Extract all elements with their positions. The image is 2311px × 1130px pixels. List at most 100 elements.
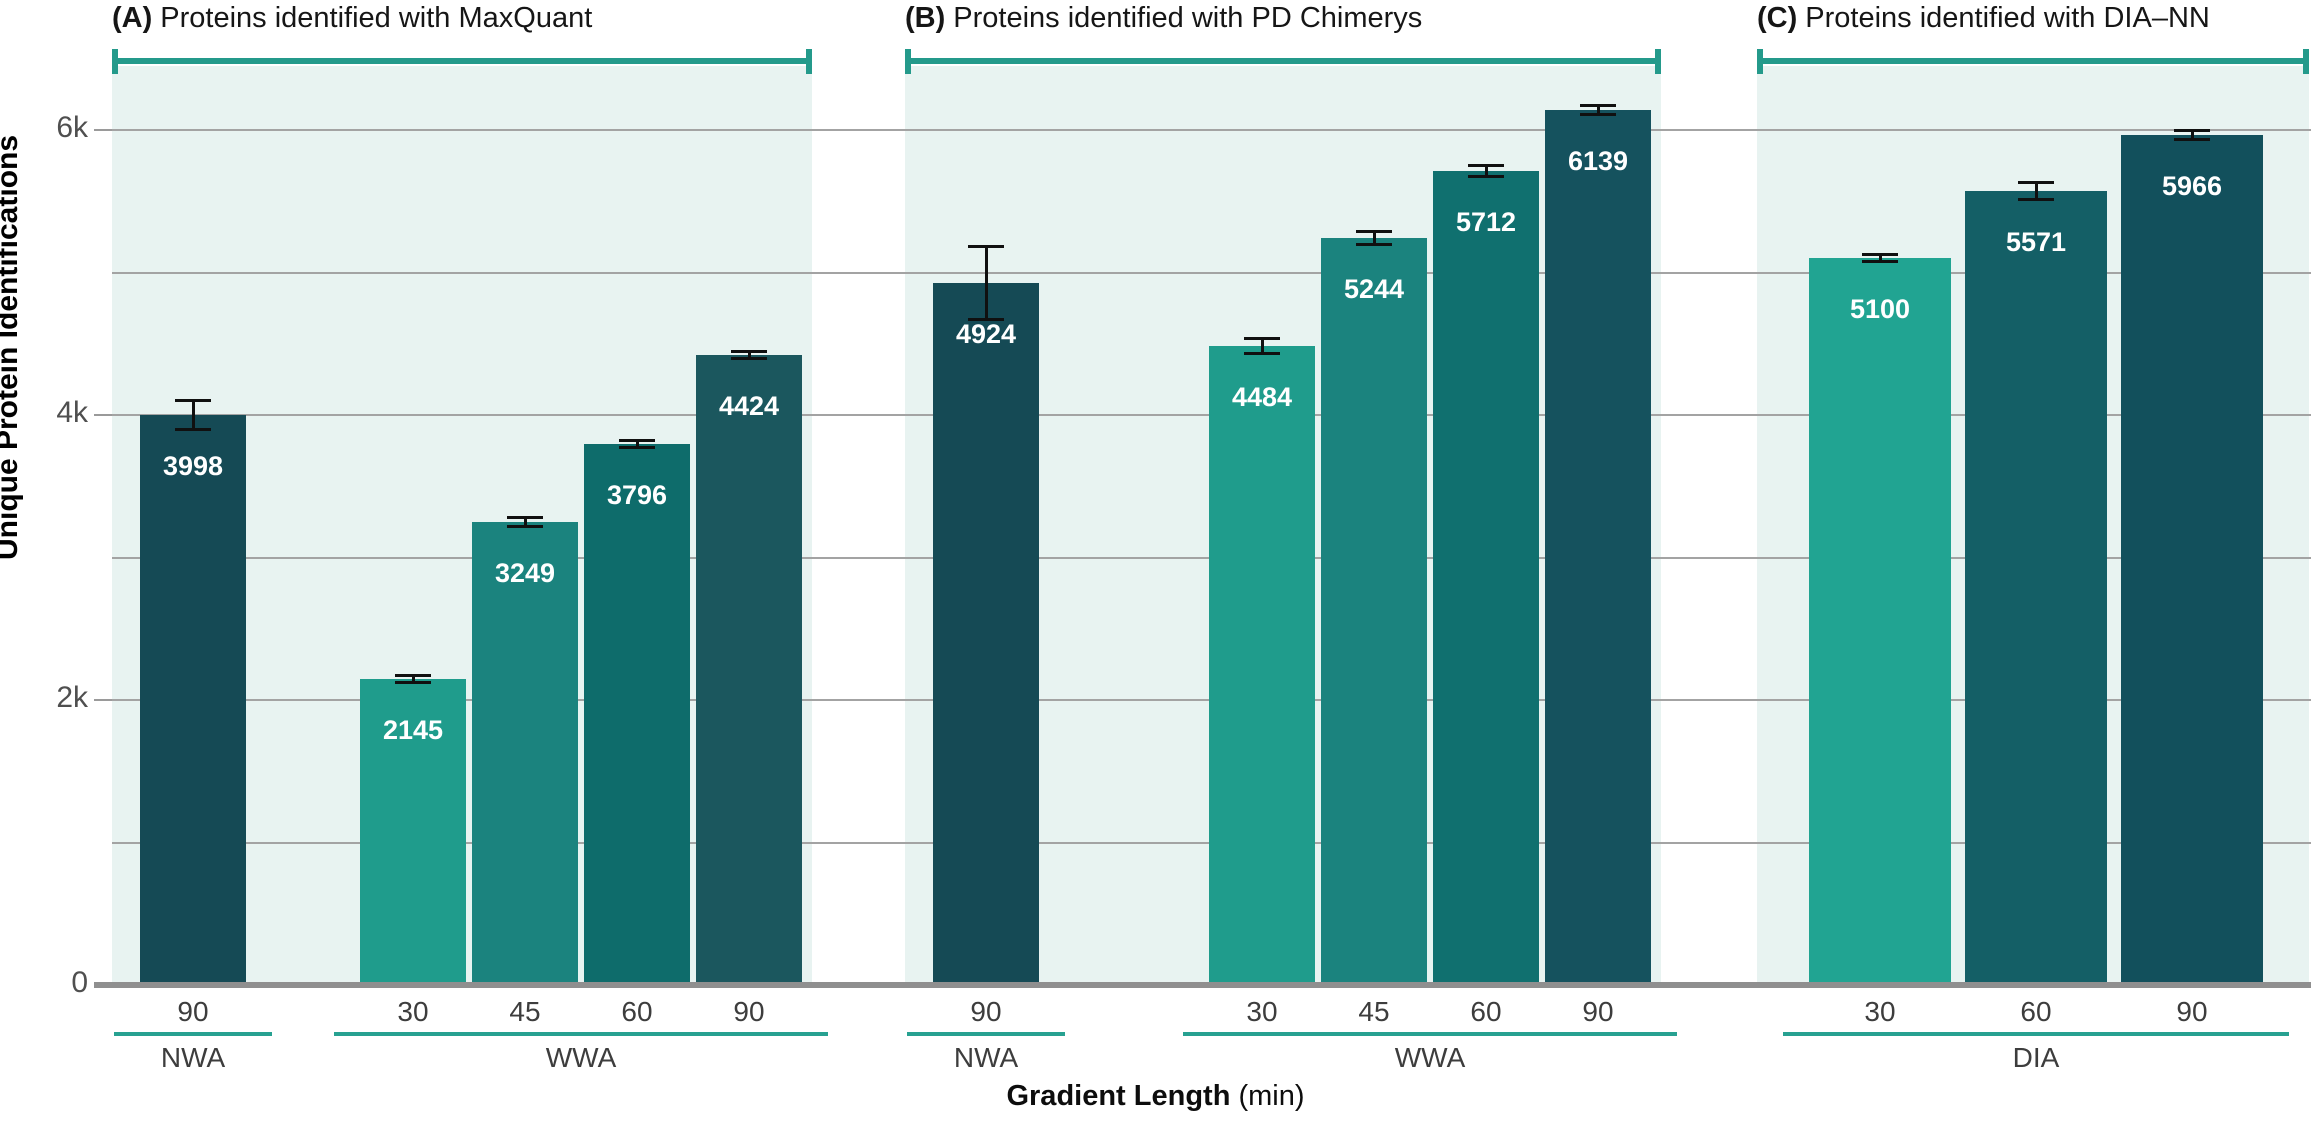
- error-bar-cap-b: [1468, 175, 1504, 178]
- y-tick-label-4k: 4k: [56, 396, 88, 429]
- error-bar-cap-b: [1356, 243, 1392, 246]
- group-label-WWA: WWA: [545, 1042, 617, 1073]
- error-bar: [2174, 129, 2210, 141]
- y-axis-title: Unique Protein Identifications: [0, 134, 24, 560]
- error-bar-cap-b: [619, 446, 655, 449]
- error-bar-cap-t: [175, 399, 211, 402]
- error-bar-cap-t: [731, 350, 767, 353]
- bar-NWA-90: 4924: [933, 283, 1039, 985]
- y-tick-mark-6k: [94, 129, 112, 131]
- x-tick-label-NWA-90: 90: [970, 996, 1002, 1027]
- bar-WWA-30: 4484: [1209, 346, 1315, 985]
- bar-value-label: 5571: [2005, 227, 2067, 257]
- bar-value-label: 5712: [1455, 207, 1517, 237]
- panel-title-A: (A) Proteins identified with MaxQuant: [112, 2, 592, 35]
- panel-bracket: [1757, 58, 2309, 64]
- error-bar: [1468, 164, 1504, 178]
- bar-WWA-60: 3796: [584, 444, 690, 985]
- x-tick-label-WWA-90: 90: [1582, 996, 1614, 1027]
- error-bar-cap-t: [1580, 104, 1616, 107]
- error-bar-cap-t: [395, 674, 431, 677]
- x-tick-label-WWA-60: 60: [1470, 996, 1502, 1027]
- error-bar-stem: [1596, 104, 1600, 116]
- error-bar: [968, 245, 1004, 321]
- error-bar-cap-t: [968, 245, 1004, 248]
- group-label-DIA: DIA: [2012, 1042, 2060, 1073]
- error-bar: [1862, 253, 1898, 263]
- bar-value-label: 2145: [382, 715, 444, 745]
- group-underline-WWA: [334, 1032, 828, 1036]
- bar-WWA-60: 5712: [1433, 171, 1539, 985]
- x-tick-label-DIA-90: 90: [2176, 996, 2208, 1027]
- x-axis-title-main: Gradient Length: [1006, 1080, 1231, 1112]
- error-bar: [2018, 181, 2054, 201]
- error-bar-cap-t: [619, 439, 655, 442]
- x-axis-title: Gradient Length (min): [0, 1080, 2311, 1113]
- panel-bracket-cap-left: [905, 49, 911, 74]
- error-bar-cap-t: [2018, 181, 2054, 184]
- x-tick-label-WWA-60: 60: [621, 996, 653, 1027]
- error-bar-cap-b: [2018, 198, 2054, 201]
- error-bar-stem: [2034, 181, 2038, 201]
- error-bar: [507, 516, 543, 528]
- panel-title-B: (B) Proteins identified with PD Chimerys: [905, 2, 1422, 35]
- error-bar-cap-b: [2174, 138, 2210, 141]
- error-bar: [1356, 230, 1392, 246]
- x-axis-title-unit: (min): [1238, 1080, 1305, 1112]
- bar-DIA-60: 5571: [1965, 191, 2107, 985]
- x-tick-label-WWA-45: 45: [509, 996, 541, 1027]
- group-underline-NWA: [114, 1032, 272, 1036]
- gridline-6000: [112, 129, 2311, 131]
- y-tick-mark-2k: [94, 699, 112, 701]
- error-bar: [1244, 337, 1280, 355]
- error-bar: [1580, 104, 1616, 116]
- group-underline-WWA: [1183, 1032, 1677, 1036]
- error-bar-cap-b: [395, 681, 431, 684]
- error-bar-stem: [191, 399, 195, 431]
- bar-value-label: 5244: [1343, 274, 1405, 304]
- bar-value-label: 5966: [2161, 171, 2223, 201]
- group-label-NWA: NWA: [953, 1042, 1019, 1073]
- panel-bracket: [112, 58, 812, 64]
- error-bar-cap-t: [507, 516, 543, 519]
- error-bar-cap-t: [1356, 230, 1392, 233]
- panel-bracket-cap-left: [112, 49, 118, 74]
- group-label-WWA: WWA: [1394, 1042, 1466, 1073]
- bar-value-label: 3796: [606, 480, 668, 510]
- error-bar-stem: [1260, 337, 1264, 355]
- x-axis-line: [94, 982, 2311, 988]
- bar-value-label: 4424: [718, 391, 780, 421]
- x-tick-label-DIA-30: 30: [1864, 996, 1896, 1027]
- panel-title-prefix: (B): [905, 2, 946, 34]
- bar-DIA-90: 5966: [2121, 135, 2263, 985]
- x-tick-label-WWA-45: 45: [1358, 996, 1390, 1027]
- panel-bracket: [905, 58, 1661, 64]
- error-bar-stem: [411, 674, 415, 684]
- error-bar-cap-b: [175, 428, 211, 431]
- bar-WWA-30: 2145: [360, 679, 466, 985]
- x-tick-label-WWA-30: 30: [1246, 996, 1278, 1027]
- error-bar-cap-t: [1862, 253, 1898, 256]
- bar-value-label: 3249: [494, 558, 556, 588]
- error-bar-stem: [635, 439, 639, 449]
- y-tick-label-6k: 6k: [56, 111, 88, 144]
- bar-value-label: 6139: [1567, 146, 1629, 176]
- panel-title-prefix: (A): [112, 2, 153, 34]
- panel-title-text: Proteins identified with MaxQuant: [160, 2, 593, 34]
- y-tick-label-0: 0: [71, 966, 88, 999]
- y-tick-mark-4k: [94, 414, 112, 416]
- error-bar-cap-t: [1244, 337, 1280, 340]
- error-bar-cap-t: [2174, 129, 2210, 132]
- error-bar-cap-b: [1580, 113, 1616, 116]
- bar-value-label: 3998: [162, 451, 224, 481]
- error-bar-stem: [1484, 164, 1488, 178]
- bar-DIA-30: 5100: [1809, 258, 1951, 985]
- group-underline-NWA: [907, 1032, 1065, 1036]
- error-bar-cap-t: [1468, 164, 1504, 167]
- bar-value-label: 4484: [1231, 382, 1293, 412]
- error-bar-stem: [1372, 230, 1376, 246]
- panel-title-prefix: (C): [1757, 2, 1798, 34]
- bar-WWA-90: 4424: [696, 355, 802, 985]
- y-tick-label-2k: 2k: [56, 681, 88, 714]
